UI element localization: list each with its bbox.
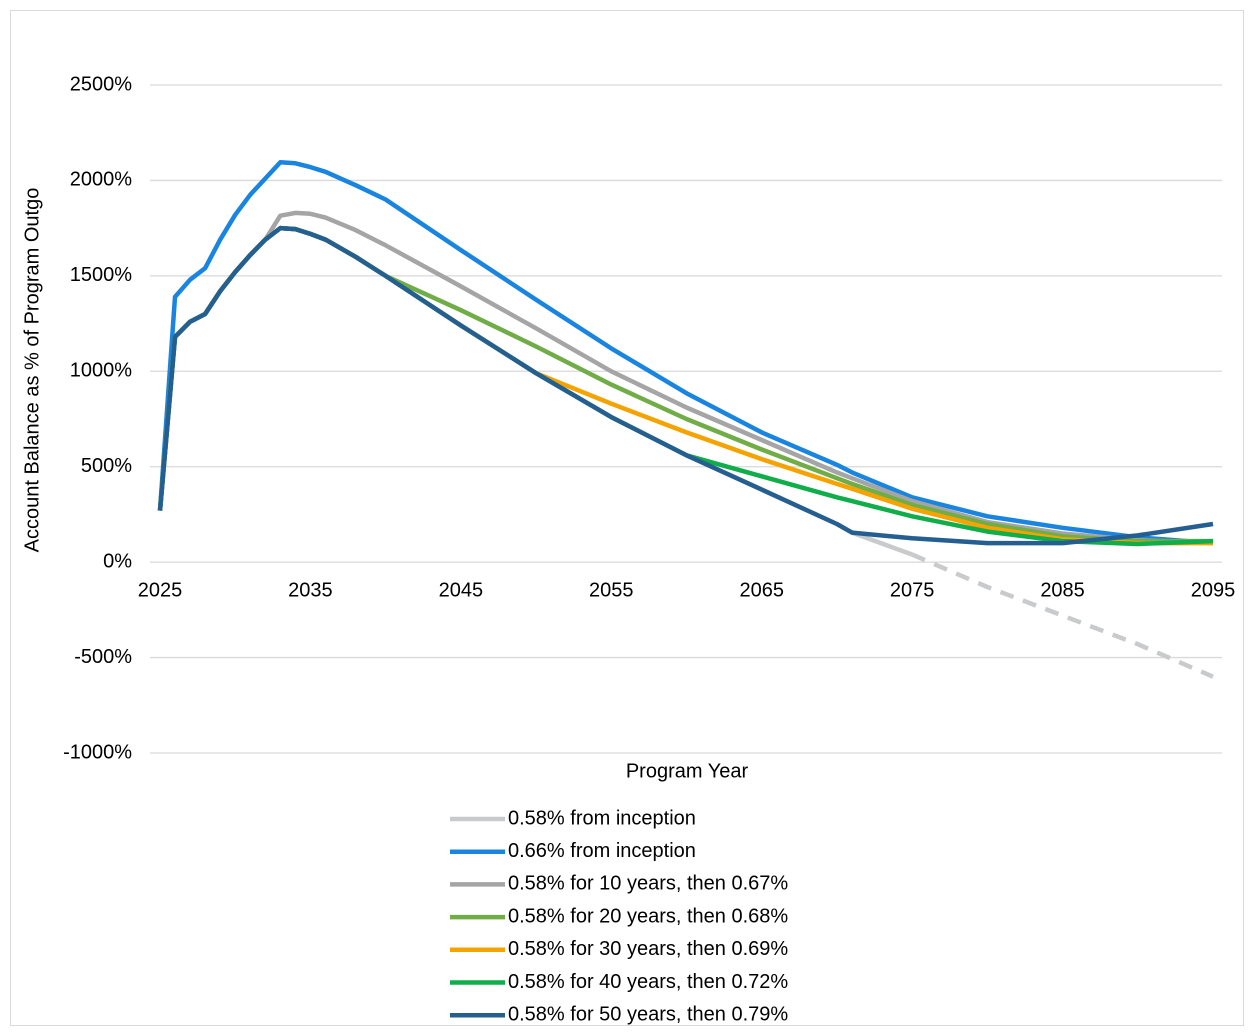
y-tick-label: 1500% (70, 264, 132, 286)
x-tick-label: 2095 (1191, 579, 1236, 601)
legend-label: 0.58% from inception (508, 807, 696, 829)
y-tick-label: 1000% (70, 360, 132, 382)
y-tick-label: 0% (103, 550, 132, 572)
series-line (157, 225, 1214, 546)
x-tick-label: 2075 (890, 579, 935, 601)
x-tick-label: 2085 (1040, 579, 1085, 601)
x-tick-label: 2065 (739, 579, 784, 601)
x-tick-label: 2055 (589, 579, 634, 601)
x-tick-label: 2025 (138, 579, 183, 601)
chart-border (10, 10, 1244, 1026)
series-line (157, 160, 1214, 546)
legend-label: 0.58% for 50 years, then 0.79% (508, 1003, 788, 1025)
legend-label: 0.58% for 40 years, then 0.72% (508, 971, 788, 993)
y-tick-label: 500% (81, 455, 132, 477)
y-tick-label: 2000% (70, 169, 132, 191)
x-tick-label: 2035 (288, 579, 333, 601)
y-tick-label: 2500% (70, 73, 132, 95)
y-axis-title: Account Balance as % of Program Outgo (21, 188, 43, 553)
x-tick-label: 2045 (439, 579, 484, 601)
series-line (911, 552, 1214, 679)
legend-label: 0.66% from inception (508, 840, 696, 862)
x-axis-title: Program Year (626, 760, 749, 782)
y-tick-label: -500% (74, 646, 132, 668)
legend-label: 0.58% for 30 years, then 0.69% (508, 938, 788, 960)
y-tick-label: -1000% (63, 741, 132, 763)
legend-label: 0.58% for 20 years, then 0.68% (508, 905, 788, 927)
legend-label: 0.58% for 10 years, then 0.67% (508, 873, 788, 895)
